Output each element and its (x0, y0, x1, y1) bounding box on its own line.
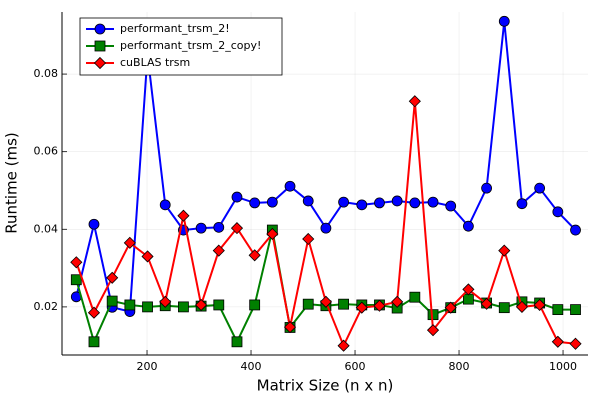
series-line (75, 229, 576, 345)
data-point (248, 249, 261, 262)
data-point (445, 200, 457, 212)
data-point (266, 227, 279, 241)
data-point (213, 299, 225, 311)
data-point (570, 304, 581, 316)
x-tick-label: 800 (449, 360, 470, 373)
data-point (444, 301, 457, 314)
data-point (462, 283, 475, 296)
data-point (87, 306, 101, 319)
data-point (302, 298, 314, 310)
legend-marker (94, 23, 106, 35)
data-point (391, 295, 404, 308)
data-point (70, 256, 83, 269)
data-point (515, 300, 529, 313)
data-point (481, 182, 492, 194)
x-tick-label: 400 (241, 360, 262, 373)
data-point (159, 295, 172, 308)
data-point (356, 199, 368, 211)
data-point (462, 293, 474, 305)
data-point (124, 299, 136, 311)
data-point (355, 301, 368, 314)
y-tick-label: 0.04 (34, 222, 59, 235)
data-point (498, 15, 510, 27)
data-point (177, 209, 190, 222)
data-point (427, 196, 439, 208)
x-tick-label: 200 (137, 360, 158, 373)
data-point (106, 271, 119, 284)
data-point (88, 218, 100, 230)
y-tick-label: 0.06 (34, 145, 59, 158)
data-point (480, 297, 493, 310)
data-point (373, 299, 386, 312)
data-point (266, 196, 278, 208)
data-point (374, 197, 385, 209)
data-point (213, 221, 225, 233)
data-point (319, 295, 332, 308)
legend-marker (93, 56, 107, 70)
data-point (338, 196, 349, 208)
data-point (249, 299, 261, 311)
data-point (462, 220, 474, 232)
data-point (320, 222, 332, 234)
legend-text: performant_trsm_2_copy! (120, 39, 261, 52)
data-point (551, 335, 564, 348)
y-tick-label: 0.08 (34, 67, 59, 80)
data-point (88, 336, 100, 348)
data-point (302, 232, 315, 246)
x-tick-label: 1000 (549, 360, 577, 373)
data-point (570, 224, 581, 236)
data-point (498, 244, 511, 257)
y-tick-label: 0.02 (34, 300, 59, 313)
data-point (231, 191, 243, 203)
data-point (212, 244, 225, 257)
data-point (178, 301, 189, 313)
data-point (231, 336, 243, 348)
data-point (569, 337, 582, 350)
data-point (230, 222, 244, 235)
data-point (195, 298, 208, 312)
data-point (159, 199, 171, 211)
data-point (498, 302, 510, 314)
data-point (533, 298, 546, 312)
data-point (426, 324, 440, 337)
data-point (391, 195, 403, 207)
data-point (552, 206, 564, 218)
legend-text: cuBLAS trsm (120, 56, 190, 69)
data-point (70, 274, 82, 286)
data-point (409, 291, 421, 303)
data-point (283, 320, 297, 334)
data-point (141, 250, 154, 263)
data-point (249, 197, 261, 209)
legend-marker (94, 40, 106, 52)
legend-text: performant_trsm_2! (120, 22, 230, 35)
y-axis-label: Runtime (ms) (3, 132, 21, 234)
x-axis-label: Matrix Size (n x n) (257, 377, 394, 395)
data-point (409, 197, 421, 209)
data-point (302, 195, 314, 207)
x-tick-label: 600 (345, 360, 366, 373)
data-point (552, 304, 564, 316)
data-point (123, 236, 136, 249)
data-point (142, 301, 153, 313)
data-point (195, 222, 207, 234)
data-point (284, 180, 296, 192)
data-point (106, 295, 118, 307)
data-point (338, 298, 349, 310)
data-point (516, 198, 528, 210)
data-point (408, 95, 421, 108)
data-point (337, 339, 350, 352)
data-point (534, 182, 546, 194)
